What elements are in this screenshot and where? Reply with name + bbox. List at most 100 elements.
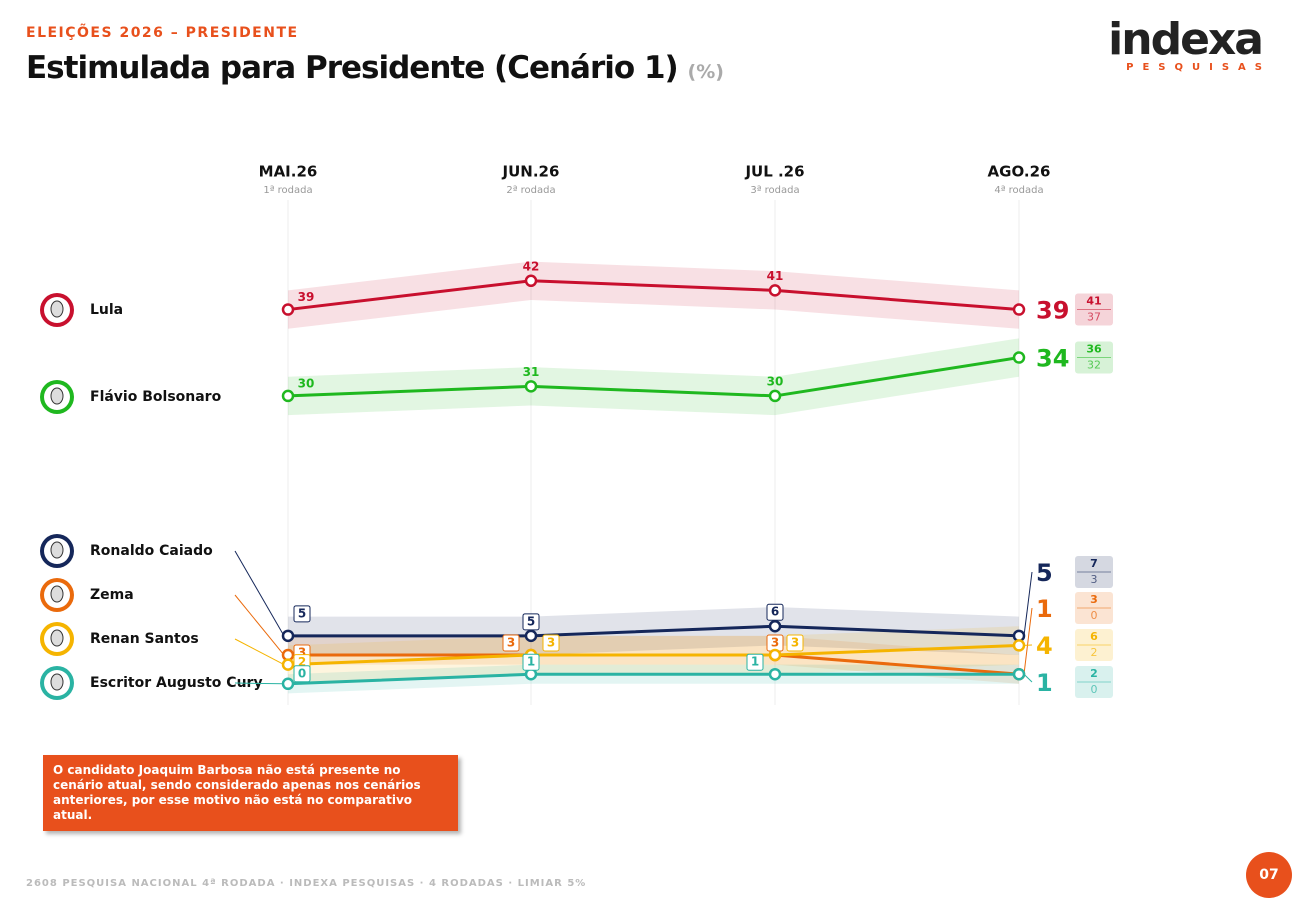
point [524, 380, 538, 393]
leader-line [234, 594, 285, 656]
avatar-head [50, 387, 64, 405]
x-tick-label: AGO.26 [988, 163, 1051, 181]
value-label-bg [522, 653, 540, 671]
range-low: 0 [1091, 609, 1098, 622]
confidence-band [288, 635, 1019, 684]
point [768, 648, 782, 662]
end-value: 4 [1036, 632, 1053, 660]
x-tick-label: MAI.26 [259, 163, 318, 181]
leader-line [234, 682, 285, 685]
value-label: 3 [507, 636, 515, 650]
value-label-bg [766, 603, 784, 621]
value-label: 3 [771, 636, 779, 650]
value-label-bg [542, 634, 560, 652]
confidence-band [288, 261, 1019, 329]
value-label: 2 [298, 655, 306, 669]
value-label-bg [502, 634, 520, 652]
end-leader [1023, 607, 1033, 675]
range-high: 3 [1090, 593, 1098, 606]
legend-label: Zema [90, 587, 134, 603]
series-line [287, 279, 1020, 312]
value-label: 30 [298, 376, 315, 390]
end-value: 1 [1036, 669, 1053, 697]
page-number: 07 [1246, 852, 1292, 898]
value-label: 3 [547, 636, 555, 650]
unit: (%) [687, 61, 724, 83]
point [768, 389, 782, 403]
end-value: 5 [1036, 559, 1053, 587]
leader-line [234, 550, 285, 637]
range-high: 36 [1086, 343, 1102, 356]
confidence-band [288, 664, 1019, 694]
legend-label: Renan Santos [90, 631, 199, 647]
logo-name: indexa [1108, 14, 1264, 65]
range-low: 37 [1087, 311, 1101, 324]
leader-line [234, 638, 285, 666]
end-value: 1 [1036, 595, 1053, 623]
end-value: 39 [1036, 297, 1069, 325]
end-leader [1023, 673, 1033, 683]
avatar-head [50, 300, 64, 318]
point [281, 629, 295, 643]
point [1012, 667, 1026, 681]
legend-label: Ronaldo Caiado [90, 543, 213, 559]
x-tick-sublabel: 1ª rodada [263, 185, 312, 196]
avatar-head [50, 585, 64, 603]
series-line [287, 643, 1020, 667]
point [524, 274, 538, 288]
value-label: 31 [523, 365, 540, 379]
value-label: 6 [771, 605, 779, 619]
value-label: 41 [767, 269, 784, 283]
point [524, 629, 538, 643]
logo: indexa PESQUISAS [1108, 14, 1264, 74]
point [281, 677, 295, 691]
end-leader [1023, 571, 1033, 636]
series-line [287, 672, 1019, 686]
point [768, 284, 782, 297]
footer: 2608 PESQUISA NACIONAL 4ª RODADA · INDEX… [26, 878, 587, 889]
value-label: 3 [298, 646, 306, 660]
value-label: 1 [751, 655, 759, 669]
point [1012, 639, 1026, 652]
point [1012, 351, 1026, 364]
value-label-bg [522, 613, 540, 631]
value-label-bg [746, 653, 764, 671]
value-label-bg [293, 665, 311, 683]
range-low: 3 [1091, 573, 1098, 586]
value-label-bg [293, 605, 311, 623]
value-label: 1 [527, 655, 535, 669]
legend-label: Escritor Augusto Cury [90, 675, 263, 691]
range-high: 2 [1090, 667, 1098, 680]
range-high: 6 [1090, 630, 1098, 643]
value-label-bg [786, 634, 804, 652]
series-line [288, 624, 1020, 638]
range-low: 32 [1087, 359, 1101, 372]
x-tick-sublabel: 4ª rodada [994, 185, 1043, 196]
value-label: 0 [298, 666, 306, 680]
point [281, 658, 295, 671]
x-tick-label: JUN.26 [502, 163, 560, 181]
avatar-head [50, 629, 64, 647]
range-high: 41 [1086, 295, 1101, 308]
x-tick-label: JUL .26 [744, 163, 804, 181]
end-value: 34 [1036, 345, 1069, 373]
value-label: 42 [523, 259, 540, 273]
legend-label: Flávio Bolsonaro [90, 389, 222, 405]
kicker: ELEIÇÕES 2026 – PRESIDENTE [26, 25, 299, 41]
avatar-head [50, 541, 64, 559]
confidence-band [288, 338, 1019, 416]
value-label: 39 [298, 290, 315, 304]
value-label: 5 [298, 606, 306, 620]
title: Estimulada para Presidente (Cenário 1) (… [26, 50, 724, 86]
legend-label: Lula [90, 302, 123, 318]
value-label: 5 [527, 614, 535, 628]
value-label: 30 [767, 374, 784, 388]
series-line [287, 356, 1020, 398]
title-text: Estimulada para Presidente (Cenário 1) [26, 50, 679, 86]
logo-tagline: PESQUISAS [1126, 62, 1271, 73]
point [768, 619, 782, 633]
range-high: 7 [1090, 557, 1098, 570]
point [768, 667, 782, 681]
